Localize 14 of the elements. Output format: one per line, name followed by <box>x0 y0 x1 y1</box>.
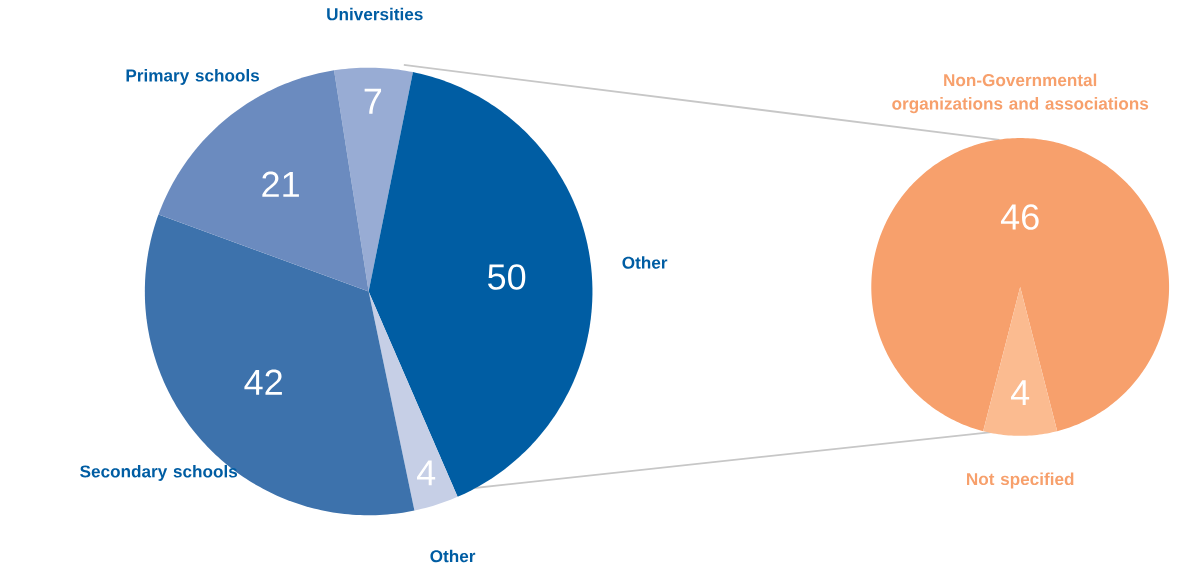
slice-label: Other <box>622 256 668 269</box>
slice-label: Non-Governmental organizations and associations <box>892 73 1149 114</box>
slice-label: Other <box>430 549 476 563</box>
slice-label: Not specified <box>967 472 1074 489</box>
slice-label: Universities <box>327 7 423 21</box>
data-label: 46 <box>1000 204 1039 230</box>
data-label: 21 <box>262 171 299 197</box>
data-label: 7 <box>364 88 382 114</box>
slice-label: Secondary schools <box>80 464 238 481</box>
data-label: 4 <box>417 460 436 486</box>
data-label: 50 <box>488 264 526 290</box>
data-label: 4 <box>1010 380 1030 405</box>
slice-label: Primary schools <box>126 68 260 85</box>
data-label: 42 <box>244 369 282 395</box>
